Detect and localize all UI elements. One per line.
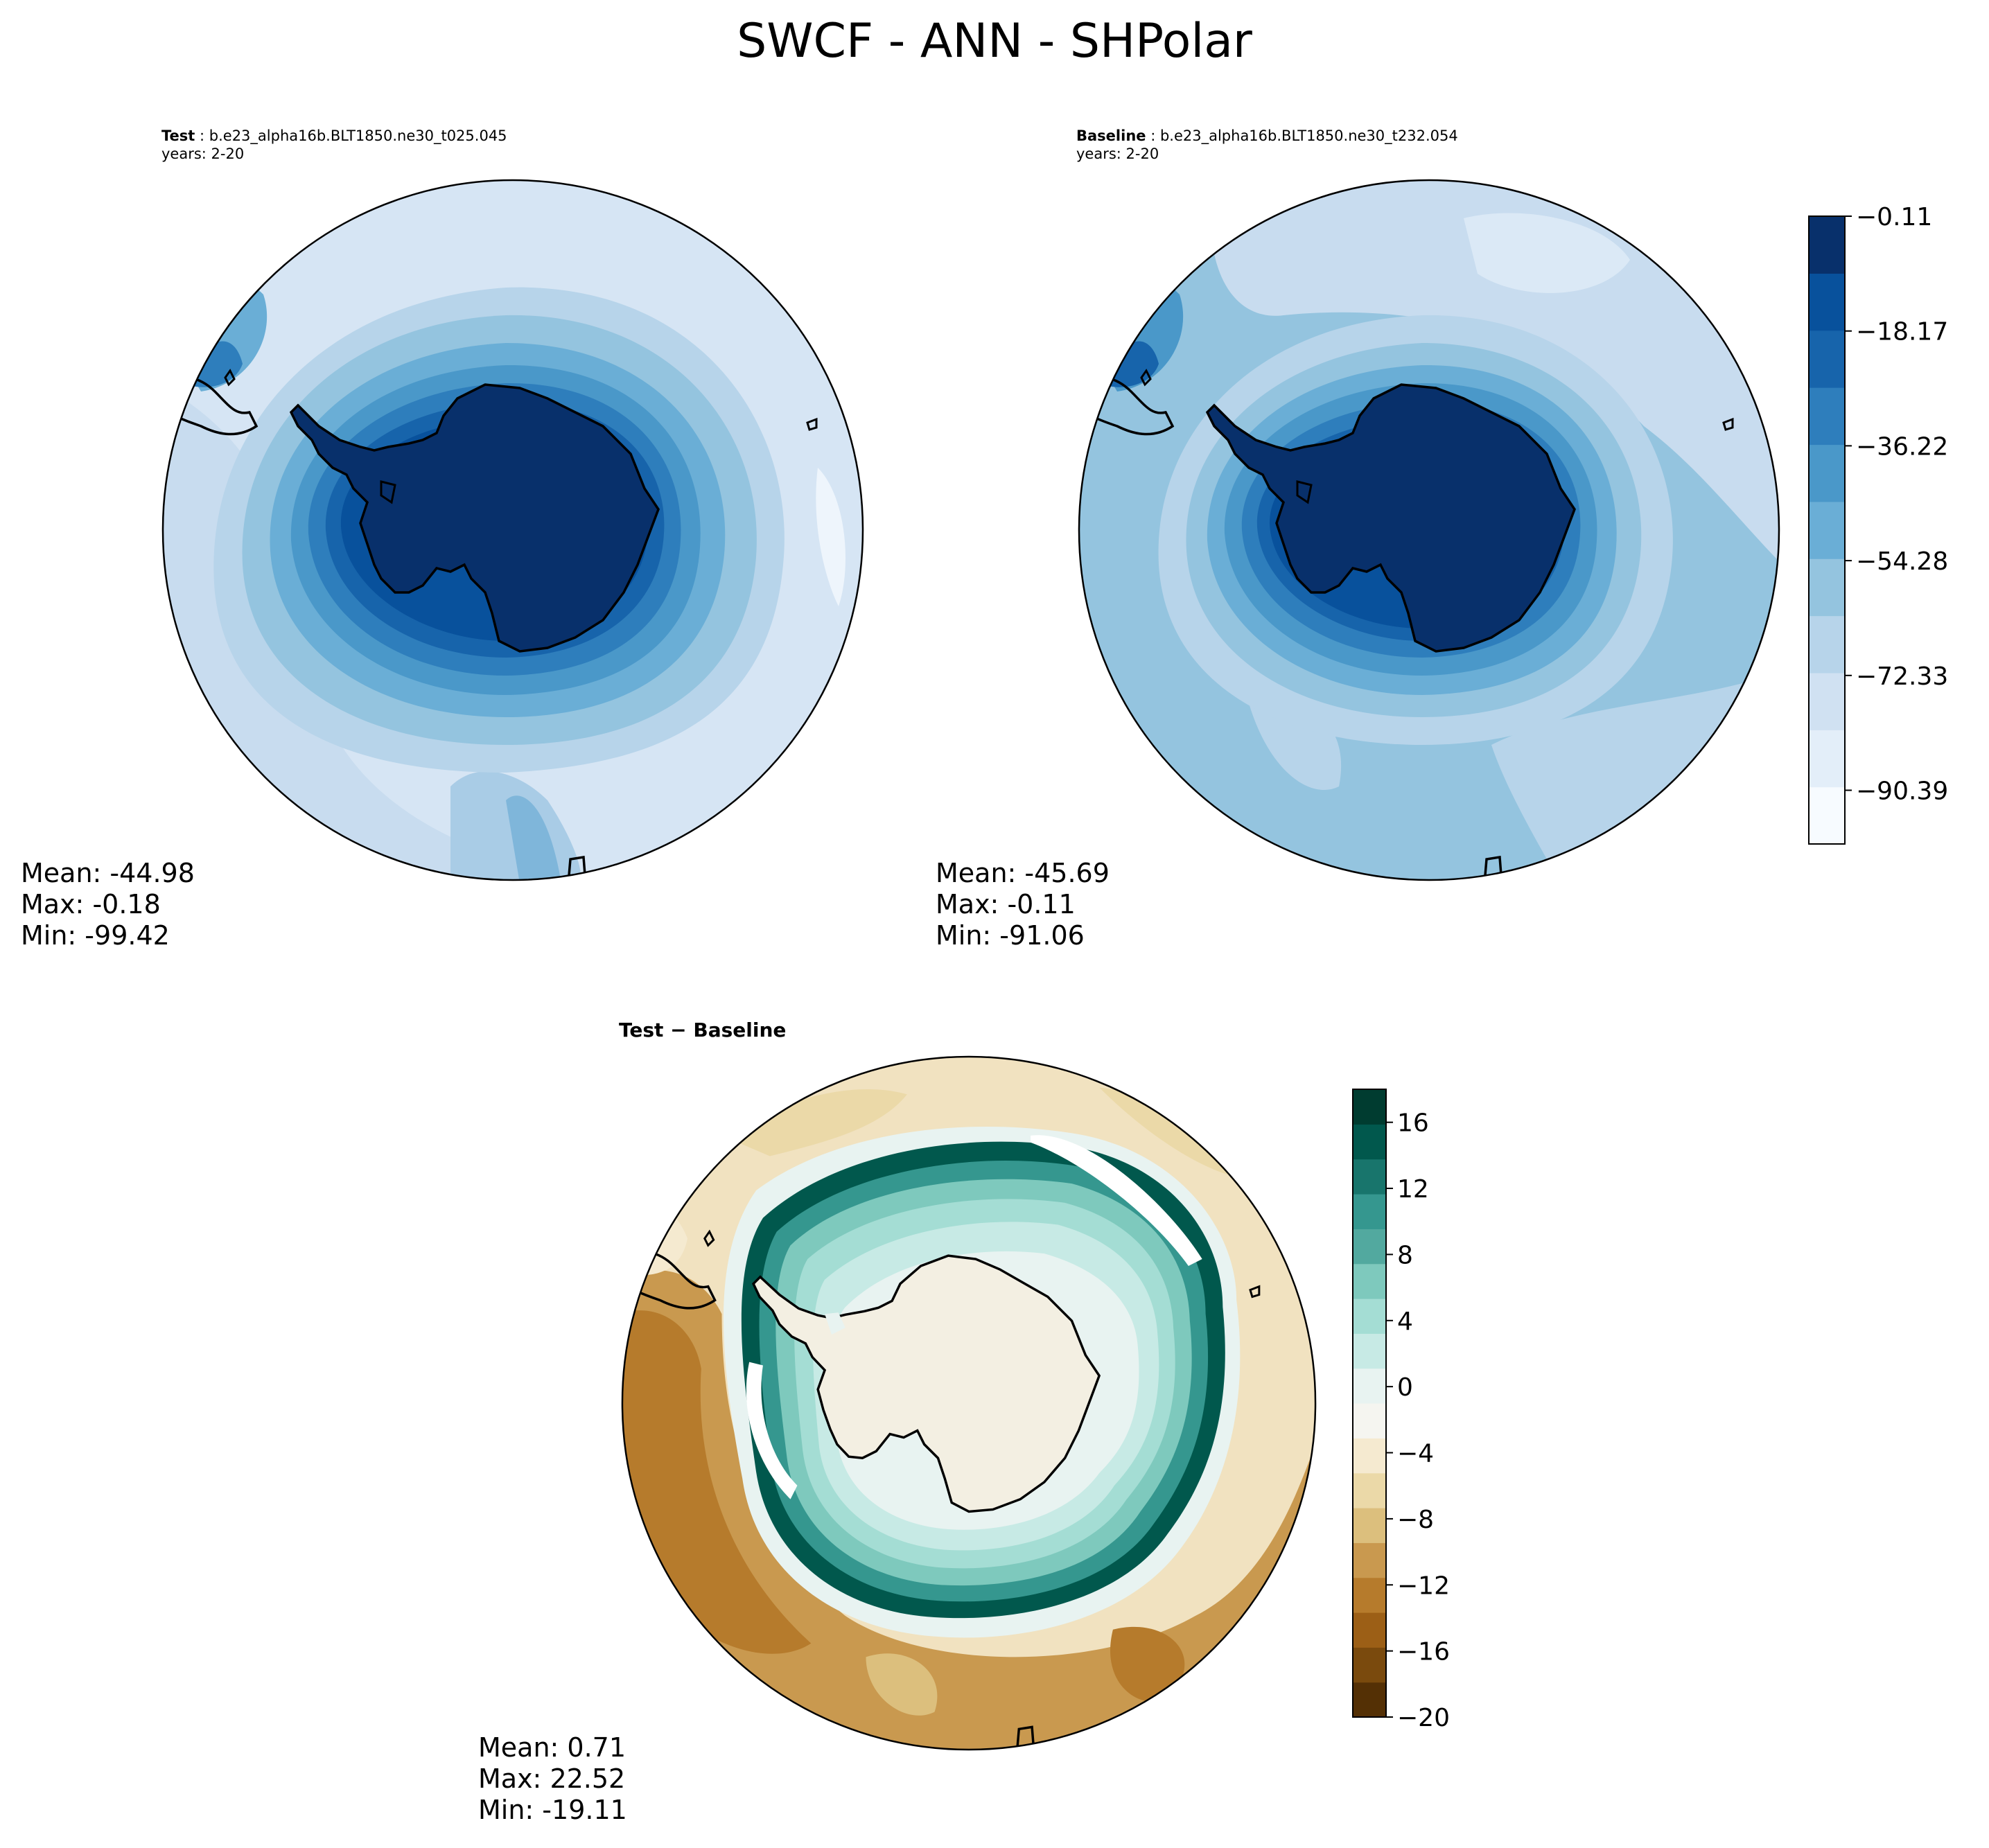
colorbar-diverging: 16 12 8 4 0 −4 −8 −12 −16 −20	[1352, 1089, 1450, 1732]
colorbar-swatch	[1353, 1229, 1386, 1265]
colorbar-swatch	[1353, 1299, 1386, 1334]
colorbar-swatch	[1353, 1508, 1386, 1543]
test-map	[161, 179, 864, 881]
colorbar-tick-label: −16	[1397, 1638, 1450, 1666]
colorbar-swatch	[1809, 387, 1845, 446]
colorbar-tick-label: 0	[1397, 1373, 1413, 1402]
test-label: Test	[161, 127, 195, 144]
colorbar-tick-label: −20	[1397, 1704, 1450, 1732]
colorbar-swatch	[1809, 501, 1845, 559]
diff-map-fill	[622, 1056, 1316, 1750]
colorbar-swatch	[1809, 216, 1845, 274]
colorbar-swatch	[1809, 615, 1845, 674]
test-stats: Mean: -44.98 Max: -0.18 Min: -99.42	[21, 858, 195, 951]
colorbar-tick-label: 12	[1397, 1175, 1429, 1204]
colorbar-swatch	[1353, 1194, 1386, 1229]
baseline-map	[1078, 179, 1780, 881]
test-map-fill	[163, 180, 863, 880]
colorbar-swatch	[1809, 444, 1845, 502]
baseline-label: Baseline	[1076, 127, 1146, 144]
colorbar-tick-label: −8	[1397, 1506, 1434, 1534]
colorbar-swatch	[1809, 273, 1845, 331]
colorbar-swatch	[1809, 330, 1845, 388]
colorbar-tick-label: 8	[1397, 1241, 1413, 1269]
colorbar-tick-label: −72.33	[1856, 662, 1948, 691]
colorbar-swatch	[1353, 1089, 1386, 1125]
colorbar-swatch	[1353, 1263, 1386, 1299]
test-mean: Mean: -44.98	[21, 858, 195, 888]
diff-title: Test − Baseline	[619, 1019, 787, 1041]
test-case-label: Test : b.e23_alpha16b.BLT1850.ne30_t025.…	[161, 127, 507, 144]
baseline-mean: Mean: -45.69	[936, 858, 1110, 888]
baseline-max: Max: -0.11	[936, 889, 1076, 919]
colorbar-swatch	[1809, 558, 1845, 617]
diff-map	[621, 1055, 1317, 1751]
colorbar-swatch	[1353, 1682, 1386, 1718]
diff-stats: Mean: 0.71 Max: 22.52 Min: -19.11	[478, 1732, 627, 1826]
baseline-stats: Mean: -45.69 Max: -0.11 Min: -91.06	[936, 858, 1110, 951]
colorbar-frame	[1808, 215, 1846, 845]
test-max: Max: -0.18	[21, 889, 161, 919]
diff-max: Max: 22.52	[478, 1763, 626, 1794]
test-case-name: b.e23_alpha16b.BLT1850.ne30_t025.045	[209, 127, 507, 144]
colorbar-swatch	[1353, 1159, 1386, 1195]
colorbar-swatch	[1353, 1124, 1386, 1160]
test-min: Min: -99.42	[21, 920, 170, 951]
baseline-min: Min: -91.06	[936, 920, 1085, 951]
colorbar-swatch	[1353, 1368, 1386, 1404]
figure-title: SWCF - ANN - SHPolar	[737, 14, 1252, 69]
colorbar-swatch	[1353, 1403, 1386, 1438]
baseline-map-fill	[1079, 180, 1779, 880]
colorbar-swatch	[1353, 1612, 1386, 1648]
colorbar-swatch	[1353, 1647, 1386, 1683]
colorbar-swatch	[1809, 672, 1845, 730]
colorbar-tick-label: −18.17	[1856, 318, 1948, 346]
colorbar-tick-label: −36.22	[1856, 432, 1948, 461]
colorbar-swatch	[1809, 786, 1845, 845]
colorbar-tick-label: 16	[1397, 1109, 1429, 1138]
colorbar-swatch	[1353, 1333, 1386, 1369]
colorbar-swatch	[1809, 730, 1845, 788]
colorbar-swatch	[1353, 1577, 1386, 1613]
colorbar-tick-label: −4	[1397, 1440, 1434, 1468]
colorbar-tick-label: −0.11	[1856, 203, 1932, 231]
diff-mean: Mean: 0.71	[478, 1732, 627, 1763]
colorbar-blues: −0.11 −18.17 −36.22 −54.28 −72.33 −90.39	[1808, 203, 1948, 845]
colorbar-frame	[1352, 1089, 1387, 1718]
diff-min: Min: -19.11	[478, 1795, 627, 1825]
colorbar-swatch	[1353, 1438, 1386, 1474]
baseline-case-name: b.e23_alpha16b.BLT1850.ne30_t232.054	[1159, 127, 1458, 144]
baseline-years: years: 2-20	[1076, 146, 1159, 162]
colorbar-tick-label: −54.28	[1856, 547, 1948, 576]
colorbar-tick-label: 4	[1397, 1308, 1413, 1336]
test-years: years: 2-20	[161, 146, 245, 162]
baseline-case-label: Baseline : b.e23_alpha16b.BLT1850.ne30_t…	[1076, 127, 1458, 144]
colorbar-swatch	[1353, 1542, 1386, 1578]
colorbar-tick-label: −12	[1397, 1572, 1450, 1600]
colorbar-tick-label: −90.39	[1856, 777, 1948, 806]
colorbar-swatch	[1353, 1472, 1386, 1508]
